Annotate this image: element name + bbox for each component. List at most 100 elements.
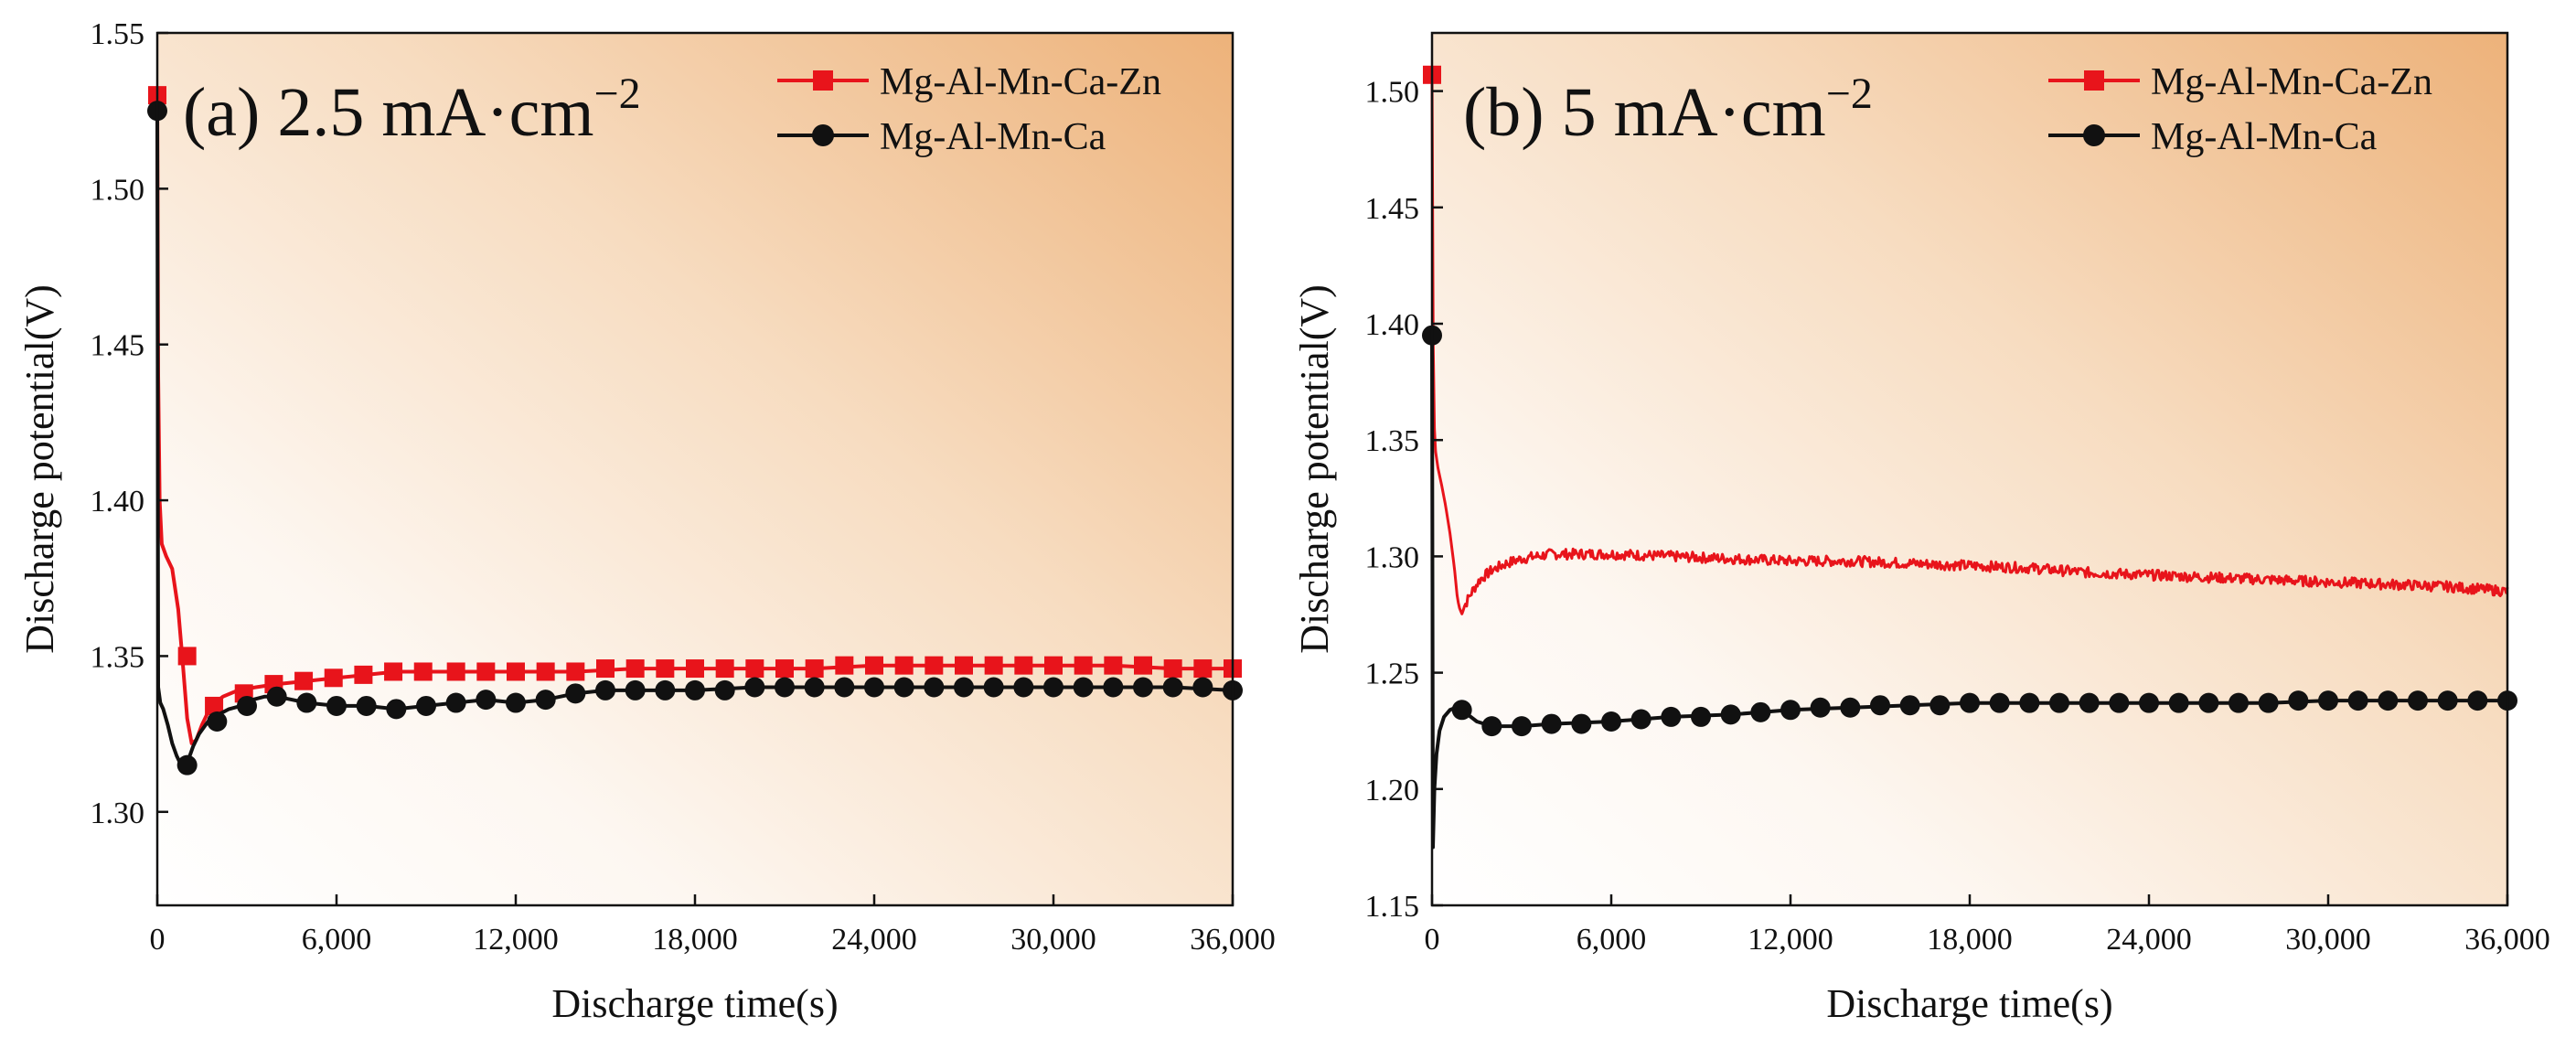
series-marker-a-1-28	[983, 677, 1004, 698]
series-marker-a-1-13	[535, 690, 556, 711]
x-tick-label-b-0: 0	[1425, 923, 1440, 957]
series-marker-b-1-28	[2258, 692, 2279, 713]
x-tick-label-a-0: 0	[150, 923, 166, 957]
legend-a-zn-square-icon	[813, 70, 833, 91]
series-marker-a-1-4	[266, 686, 287, 707]
series-marker-a-1-8	[386, 699, 407, 720]
series-marker-b-1-33	[2408, 690, 2428, 711]
legend-b-ca-label: Mg-Al-Mn-Ca	[2151, 116, 2378, 158]
series-marker-b-1-35	[2467, 690, 2488, 711]
panel-b-chart: 0 6,000 12,000 18,000 24,000 30,000 36,000 1.15…	[1292, 31, 2550, 1026]
series-marker-b-1-20	[2019, 692, 2040, 713]
series-marker-b-1-32	[2378, 690, 2399, 711]
y-tick-label-a-2: 1.40	[91, 485, 145, 519]
y-tick-label-a-4: 1.50	[91, 173, 145, 207]
y-axis-label-a: Discharge potential(V)	[17, 284, 62, 654]
legend-b-ca-circle-icon	[2083, 124, 2105, 146]
series-marker-a-0-28	[984, 656, 1003, 675]
y-tick-label-b-2: 1.25	[1365, 658, 1420, 691]
series-marker-a-0-12	[507, 662, 525, 681]
series-marker-a-0-20	[745, 659, 764, 679]
series-marker-a-0-17	[656, 659, 675, 679]
series-marker-a-0-8	[384, 662, 403, 681]
series-marker-b-1-22	[2079, 692, 2100, 713]
x-tick-label-a-3: 18,000	[652, 923, 738, 957]
series-marker-a-0-25	[894, 656, 914, 675]
series-marker-a-0-18	[686, 659, 704, 679]
series-marker-a-0-24	[865, 656, 883, 675]
x-tick-label-a-4: 24,000	[831, 923, 917, 957]
y-tick-label-a-3: 1.45	[91, 329, 145, 363]
series-marker-b-1-2	[1481, 716, 1502, 737]
series-marker-a-1-12	[506, 692, 526, 713]
series-marker-b-1-19	[1989, 692, 2010, 713]
series-marker-a-1-22	[804, 677, 825, 698]
series-marker-a-1-30	[1043, 677, 1064, 698]
series-marker-a-0-22	[805, 659, 824, 679]
series-marker-b-1-10	[1720, 704, 1741, 725]
series-marker-b-1-21	[2049, 692, 2069, 713]
series-marker-b-1-4	[1541, 713, 1562, 734]
series-marker-b-1-15	[1870, 695, 1890, 716]
series-marker-a-1-14	[565, 683, 586, 704]
series-marker-a-0-30	[1044, 656, 1063, 675]
series-marker-a-1-32	[1103, 677, 1124, 698]
legend-a-ca-circle-icon	[812, 124, 834, 146]
y-axis-label-b: Discharge potential(V)	[1292, 284, 1337, 654]
legend-a: Mg-Al-Mn-Ca-Zn Mg-Al-Mn-Ca	[777, 61, 1161, 158]
series-marker-b-1-5	[1571, 713, 1592, 734]
y-tick-label-a-0: 1.30	[91, 797, 145, 830]
series-marker-a-1-3	[237, 695, 257, 716]
x-tick-label-a-6: 36,000	[1190, 923, 1276, 957]
series-marker-b-1-34	[2437, 690, 2458, 711]
panel-a-title: (a) 2.5 mA·cm−2	[183, 70, 641, 151]
plot-area-b	[1432, 33, 2507, 905]
panel-a-chart: 0 6,000 12,000 18,000 24,000 30,000 36,000 1.30…	[17, 17, 1276, 1026]
series-marker-a-1-26	[924, 677, 945, 698]
x-axis-label-b: Discharge time(s)	[1826, 981, 2112, 1026]
series-marker-a-0-2	[205, 696, 224, 715]
series-marker-b-1-9	[1691, 706, 1711, 727]
series-marker-a-0-33	[1134, 656, 1152, 675]
y-tick-label-b-5: 1.40	[1365, 308, 1420, 342]
series-marker-a-1-1	[176, 754, 198, 775]
series-marker-b-1-26	[2198, 692, 2219, 713]
series-marker-a-1-11	[476, 690, 497, 711]
series-marker-a-1-5	[296, 692, 317, 713]
series-marker-a-1-10	[445, 692, 466, 713]
x-tick-label-a-5: 30,000	[1010, 923, 1096, 957]
series-marker-b-1-3	[1512, 716, 1532, 737]
series-marker-a-0-29	[1014, 656, 1033, 675]
series-marker-a-1-34	[1162, 677, 1183, 698]
series-marker-a-1-18	[685, 679, 705, 700]
series-marker-b-1-17	[1929, 695, 1951, 716]
series-marker-a-1-7	[356, 695, 377, 716]
series-marker-a-0-15	[596, 659, 615, 679]
x-tick-label-b-2: 12,000	[1748, 923, 1833, 957]
x-tick-label-b-5: 30,000	[2285, 923, 2371, 957]
series-marker-b-1-24	[2139, 692, 2159, 713]
y-tick-label-b-0: 1.15	[1365, 890, 1420, 924]
y-tick-label-b-4: 1.35	[1365, 424, 1420, 458]
series-marker-a-0-7	[354, 665, 373, 684]
series-marker-a-0-35	[1193, 659, 1213, 679]
series-marker-b-1-6	[1601, 711, 1621, 733]
series-marker-a-1-23	[834, 677, 855, 698]
series-marker-b-1-16	[1899, 695, 1920, 716]
series-marker-b-1-27	[2229, 692, 2249, 713]
series-marker-a-1-25	[893, 677, 914, 698]
panel-b-title: (b) 5 mA·cm−2	[1463, 70, 1873, 151]
series-marker-a-1-29	[1013, 677, 1034, 698]
series-marker-b-1-13	[1810, 697, 1831, 718]
x-axis-label-a: Discharge time(s)	[551, 981, 838, 1026]
series-marker-a-1-27	[954, 677, 974, 698]
y-tick-label-a-1: 1.35	[91, 640, 145, 674]
y-tick-label-a-5: 1.55	[91, 17, 145, 51]
series-marker-b-1-1	[1451, 700, 1472, 721]
legend-a-ca-label: Mg-Al-Mn-Ca	[880, 116, 1106, 158]
y-tick-label-b-7: 1.50	[1365, 76, 1420, 110]
series-marker-b-1-30	[2318, 690, 2338, 711]
series-marker-a-1-15	[595, 679, 615, 700]
series-marker-b-1-8	[1661, 706, 1682, 727]
